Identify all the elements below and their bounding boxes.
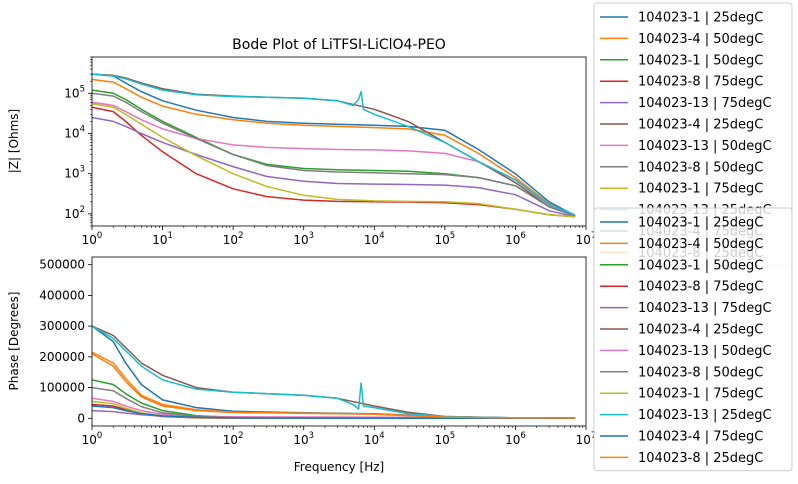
- phase-series-line: [92, 351, 576, 419]
- legend-label: 104023-13 | 75degC: [638, 301, 772, 316]
- legend-label: 104023-13 | 75degC: [638, 96, 772, 111]
- phase-x-tick-label: 105: [435, 431, 456, 447]
- legend-label: 104023-4 | 50degC: [638, 237, 763, 252]
- legend-label: 104023-13 | 50degC: [638, 139, 772, 154]
- magnitude-x-tick-label: 103: [293, 231, 314, 247]
- phase-series: [92, 325, 576, 420]
- legend-bottom: 104023-1 | 25degC 104023-4 | 50degC 104023…: [593, 207, 793, 472]
- magnitude-y-tick-label: 104: [64, 125, 85, 141]
- magnitude-x-tick-label: 104: [364, 231, 385, 247]
- phase-series-line: [92, 397, 576, 419]
- legend-label: 104023-13 | 25degC: [638, 408, 772, 423]
- phase-x-tick-label: 106: [505, 431, 526, 447]
- magnitude-series-line: [92, 116, 576, 218]
- legend-label: 104023-4 | 50degC: [638, 32, 763, 47]
- legend-label: 104023-4 | 75degC: [638, 430, 763, 445]
- magnitude-y-label: |Z| [Ohms]: [7, 109, 21, 173]
- magnitude-title: Bode Plot of LiTFSI-LiClO4-PEO: [232, 37, 446, 53]
- legend-label: 104023-8 | 50degC: [638, 160, 763, 175]
- legend-label: 104023-1 | 75degC: [638, 387, 763, 402]
- magnitude-x-tick-label: 101: [152, 231, 173, 247]
- phase-y-tick-label: 100000: [39, 381, 85, 395]
- phase-x-tick-label: 107: [576, 431, 597, 447]
- legend-label: 104023-4 | 25degC: [638, 118, 763, 133]
- legend-label: 104023-8 | 25degC: [638, 451, 763, 466]
- phase-y-label: Phase [Degrees]: [7, 292, 21, 391]
- magnitude-series-line: [92, 78, 576, 218]
- phase-y-tick-label: 200000: [39, 350, 85, 364]
- legend-label: 104023-8 | 50degC: [638, 365, 763, 380]
- magnitude-y-tick-label: 102: [64, 205, 85, 221]
- magnitude-x-tick-label: 107: [576, 231, 597, 247]
- magnitude-series-line: [92, 73, 576, 217]
- phase-series-line: [92, 325, 576, 419]
- magnitude-x-tick-label: 106: [505, 231, 526, 247]
- magnitude-y-tick-label: 103: [64, 165, 85, 181]
- phase-y-tick-label: 300000: [39, 319, 85, 333]
- legend-label: 104023-8 | 75degC: [638, 280, 763, 295]
- magnitude-x-tick-label: 102: [223, 231, 244, 247]
- legend-label: 104023-4 | 25degC: [638, 323, 763, 338]
- magnitude-grid-ticks: 100 101 102 103 104 105 106 107 102 103 104 105: [64, 56, 597, 247]
- phase-series-line: [92, 405, 576, 420]
- legend-frame: [593, 207, 793, 472]
- phase-x-tick-label: 100: [82, 431, 103, 447]
- magnitude-x-tick-label: 100: [82, 231, 103, 247]
- magnitude-axes-frame: [91, 56, 587, 227]
- frequency-x-label: Frequency [Hz]: [294, 460, 385, 474]
- magnitude-series-line: [92, 73, 576, 216]
- magnitude-series-line: [92, 73, 576, 217]
- magnitude-panel: Bode Plot of LiTFSI-LiClO4-PEO 100 101 102…: [7, 37, 596, 247]
- phase-y-tick-label: 400000: [39, 288, 85, 302]
- magnitude-series-line: [92, 92, 576, 217]
- phase-axes-frame: [91, 256, 587, 427]
- legend-label: 104023-13 | 50degC: [638, 344, 772, 359]
- phase-x-tick-label: 102: [223, 431, 244, 447]
- legend-label: 104023-1 | 50degC: [638, 258, 763, 273]
- phase-x-tick-label: 101: [152, 431, 173, 447]
- magnitude-x-tick-label: 105: [435, 231, 456, 247]
- phase-x-tick-label: 103: [293, 431, 314, 447]
- legend-label: 104023-1 | 75degC: [638, 182, 763, 197]
- legend-label: 104023-8 | 75degC: [638, 75, 763, 90]
- phase-x-tick-label: 104: [364, 431, 385, 447]
- phase-grid-ticks: 100 101 102 103 104 105 106 107 0 100000 200000 300…: [39, 258, 596, 447]
- phase-panel: 100 101 102 103 104 105 106 107 0 100000 200000 300…: [7, 256, 596, 474]
- legend-label: 104023-1 | 25degC: [638, 11, 763, 26]
- phase-y-tick-label: 0: [77, 411, 85, 425]
- magnitude-series: [92, 73, 576, 218]
- magnitude-series-line: [92, 102, 576, 218]
- legend-label: 104023-1 | 50degC: [638, 53, 763, 68]
- legend-label: 104023-1 | 25degC: [638, 216, 763, 231]
- phase-y-tick-label: 500000: [39, 258, 85, 272]
- phase-series-line: [92, 353, 576, 419]
- magnitude-y-tick-label: 105: [64, 84, 85, 100]
